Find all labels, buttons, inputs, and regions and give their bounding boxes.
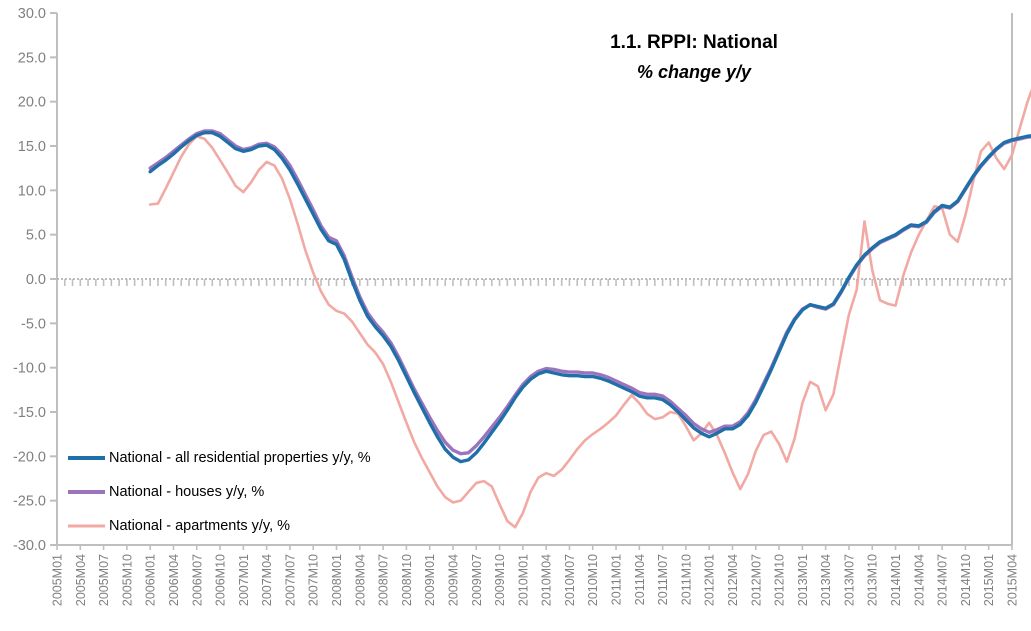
x-axis-tick-label: 2009M04 <box>446 554 460 606</box>
x-axis-tick-label: 2005M10 <box>120 554 134 606</box>
y-axis-tick-label: 25.0 <box>18 50 46 66</box>
chart-legend: National - all residential properties y/… <box>68 450 371 534</box>
y-axis-tick-label: -10.0 <box>13 361 46 377</box>
x-axis-tick-label: 2013M07 <box>842 554 856 606</box>
x-axis-tick-label: 2012M04 <box>726 554 740 606</box>
x-axis-tick-label: 2007M07 <box>283 554 297 606</box>
x-axis-tick-label: 2011M07 <box>656 554 670 605</box>
x-axis-tick-label: 2014M07 <box>936 554 950 606</box>
x-axis-tick-label: 2007M04 <box>260 554 274 606</box>
x-axis-tick-label: 2013M10 <box>866 554 880 606</box>
x-axis-tick-label: 2010M01 <box>516 554 530 606</box>
x-axis-tick-label: 2011M01 <box>610 554 624 605</box>
x-axis-tick-label: 2013M01 <box>796 554 810 606</box>
chart-subtitle: % change y/y <box>637 62 752 82</box>
y-axis-tick-label: 0.0 <box>26 272 46 288</box>
x-axis-tick-label: 2010M07 <box>563 554 577 606</box>
y-axis-tick-label: 10.0 <box>18 183 46 199</box>
x-axis-tick-label: 2014M04 <box>912 554 926 606</box>
x-axis-tick-label: 2005M07 <box>97 554 111 606</box>
y-axis-tick-label: -30.0 <box>13 538 46 554</box>
x-axis-tick-label: 2014M10 <box>959 554 973 606</box>
y-axis-tick-label: -20.0 <box>13 449 46 465</box>
x-axis-tick-label: 2008M10 <box>400 554 414 606</box>
x-axis-tick-label: 2006M04 <box>167 554 181 606</box>
x-axis-tick-label: 2005M04 <box>74 554 88 606</box>
x-axis-labels: 2005M01 2005M04 2005M07 2005M10 2006M01 2006M… <box>51 554 1020 606</box>
legend-item-label: National - all residential properties y/… <box>109 450 371 466</box>
x-axis-tick-label: 2010M10 <box>586 554 600 606</box>
y-axis-tick-label: -15.0 <box>13 405 46 421</box>
x-axis-tick-label: 2011M10 <box>679 554 693 605</box>
x-axis-tick-label: 2006M01 <box>144 554 158 606</box>
y-axis-tick-label: 15.0 <box>18 139 46 155</box>
x-axis-tick-label: 2009M01 <box>423 554 437 606</box>
x-axis-tick-label: 2008M01 <box>330 554 344 606</box>
x-axis-tick-label: 2012M07 <box>749 554 763 606</box>
x-axis-tick-label: 2015M04 <box>1006 554 1020 606</box>
x-axis-tick-label: 2012M10 <box>773 554 787 606</box>
x-axis-tick-label: 2010M04 <box>540 554 554 606</box>
x-axis-tick-label: 2015M01 <box>982 554 996 606</box>
legend-item-label: National - apartments y/y, % <box>109 518 290 534</box>
x-axis-tick-label: 2007M10 <box>307 554 321 606</box>
x-axis-tick-label: 2011M04 <box>633 554 647 605</box>
x-axis-tick-label: 2014M01 <box>889 554 903 606</box>
x-axis-tick-label: 2008M04 <box>353 554 367 606</box>
y-axis-tick-label: -5.0 <box>21 316 46 332</box>
series-line <box>148 131 1031 464</box>
chart-title: 1.1. RPPI: National <box>610 32 778 53</box>
y-axis-tick-label: 5.0 <box>26 228 46 244</box>
y-axis-tick-label: 30.0 <box>18 6 46 22</box>
y-axis-tick-label: -25.0 <box>13 494 46 510</box>
legend-item-label: National - houses y/y, % <box>109 484 264 500</box>
x-axis-tick-label: 2008M07 <box>377 554 391 606</box>
x-axis-tick-label: 2006M07 <box>190 554 204 606</box>
x-axis-tick-label: 2005M01 <box>51 554 65 606</box>
x-axis-tick-label: 2009M07 <box>470 554 484 606</box>
x-axis-tick-label: 2012M01 <box>703 554 717 606</box>
x-axis-tick-label: 2009M10 <box>493 554 507 606</box>
y-axis-tick-label: 20.0 <box>18 95 46 111</box>
x-axis-tick-label: 2006M10 <box>214 554 228 606</box>
x-axis-tick-label: 2007M01 <box>237 554 251 606</box>
series-layer <box>148 88 1031 529</box>
x-axis-tick-label: 2013M04 <box>819 554 833 606</box>
axis-layer: 30.0 25.0 20.0 15.0 10.0 5.0 0.0 -5.0 -10.0 -15.0… <box>13 6 1013 554</box>
